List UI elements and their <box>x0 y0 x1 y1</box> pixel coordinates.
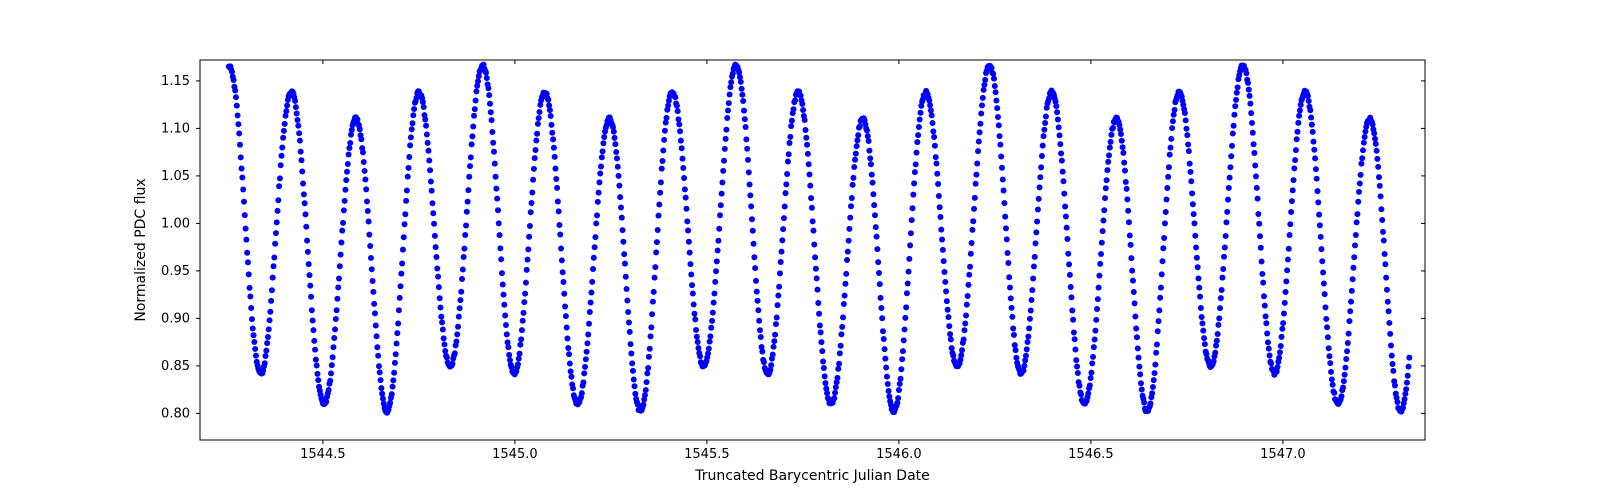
flux-time-series-chart: 1544.5 1545.0 1545.5 1546.0 1546.5 1547.0 0.80… <box>0 0 1600 500</box>
x-tick-label: 1547.0 <box>1260 447 1306 462</box>
y-tick-label: 1.00 <box>161 216 190 231</box>
y-axis-label: Normalized PDC flux <box>133 178 149 321</box>
y-tick-label: 1.15 <box>161 74 190 89</box>
x-tick-label: 1545.5 <box>684 447 730 462</box>
y-tick-label: 1.05 <box>161 169 190 184</box>
x-tick-label: 1545.0 <box>492 447 538 462</box>
y-tick-label: 0.80 <box>161 406 190 421</box>
x-tick-label: 1546.5 <box>1068 447 1114 462</box>
y-tick-label: 0.90 <box>161 311 190 326</box>
x-tick-label: 1544.5 <box>300 447 346 462</box>
y-tick-label: 0.95 <box>161 264 190 279</box>
y-tick-label: 1.10 <box>161 121 190 136</box>
y-tick-label: 0.85 <box>161 359 190 374</box>
x-tick-label: 1546.0 <box>876 447 922 462</box>
x-axis-label: Truncated Barycentric Julian Date <box>694 468 930 484</box>
